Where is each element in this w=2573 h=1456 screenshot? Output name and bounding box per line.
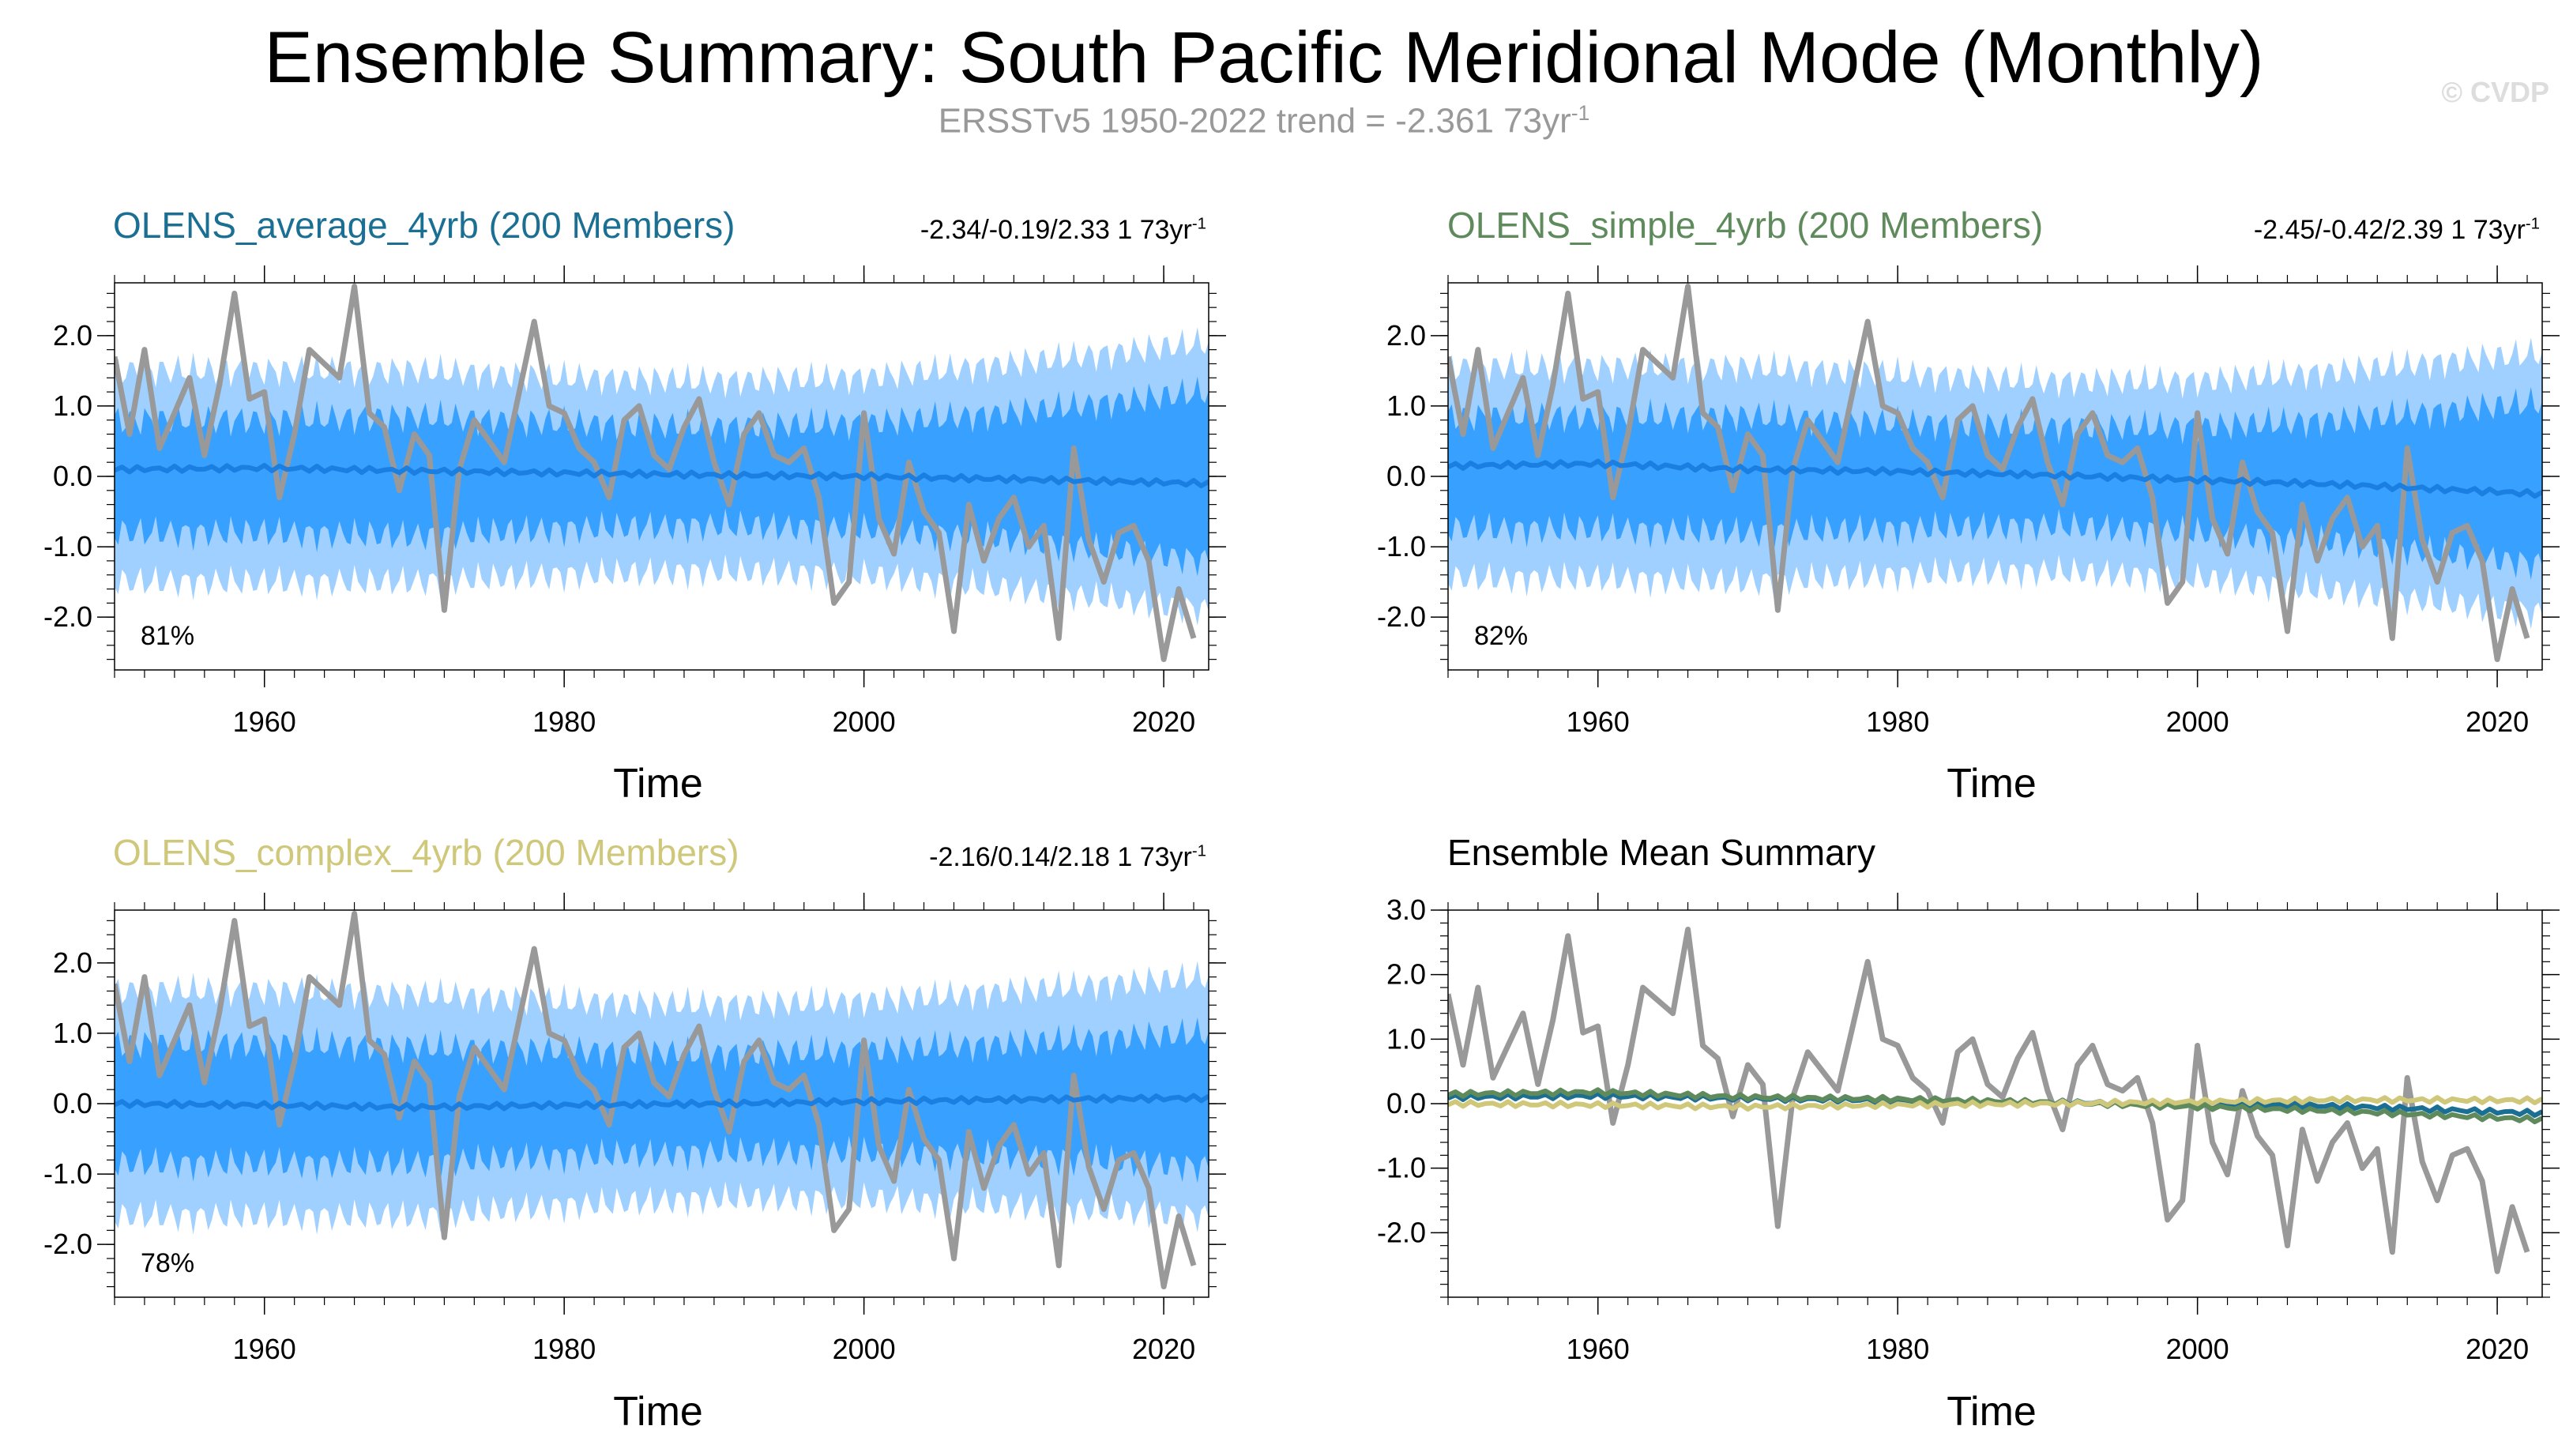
y-tick-label: -2.0 [1377, 1216, 1426, 1248]
x-tick-label: 1980 [1866, 1333, 1929, 1365]
panel-title-complex: OLENS_complex_4yrb (200 Members) [113, 832, 739, 873]
panel-trend-average: -2.34/-0.19/2.33 1 73yr-1 [920, 215, 1206, 246]
y-tick-label: 1.0 [1386, 1022, 1426, 1055]
x-tick-label: 2020 [1132, 705, 1195, 738]
x-tick-label: 1960 [1567, 705, 1630, 738]
y-tick-label: 0.0 [53, 1087, 92, 1119]
ensemble-mean-line-average [115, 463, 1209, 489]
x-axis-label-summary: Time [1947, 1389, 2037, 1435]
x-tick-label: 2000 [833, 1333, 896, 1365]
x-tick-label: 2000 [2166, 705, 2229, 738]
y-tick-label: 1.0 [1386, 389, 1426, 422]
trend-sup-complex: -1 [1191, 842, 1206, 860]
y-tick-label: -2.0 [43, 600, 92, 633]
figure-title: Ensemble Summary: South Pacific Meridion… [264, 17, 2264, 98]
trend-main-simple: -2.45/-0.42/2.39 1 73yr [2253, 215, 2526, 245]
y-tick-label: 0.0 [1386, 460, 1426, 492]
plot-area-summary [1448, 927, 2542, 1274]
figure-subtitle: ERSSTv5 1950-2022 trend = -2.361 73yr-1 [0, 101, 2528, 141]
observed-line-average [115, 284, 1197, 663]
x-tick-label: 1960 [1567, 1333, 1630, 1365]
x-tick-label: 1960 [233, 1333, 296, 1365]
plot-area-simple [1448, 284, 2542, 663]
observed-line-complex [115, 911, 1197, 1290]
x-tick-label: 2000 [833, 705, 896, 738]
ensemble-mean-line-simple [1448, 1087, 2542, 1125]
y-tick-label: 2.0 [53, 946, 92, 979]
x-tick-label: 2020 [1132, 1333, 1195, 1365]
x-tick-label: 1980 [532, 705, 596, 738]
y-tick-label: 1.0 [53, 389, 92, 422]
y-tick-label: -1.0 [43, 1157, 92, 1190]
plot-area-complex [115, 911, 1209, 1290]
y-tick-label: 0.0 [1386, 1087, 1426, 1119]
y-tick-label: -2.0 [43, 1228, 92, 1260]
y-tick-label: -1.0 [1377, 1152, 1426, 1184]
trend-main-average: -2.34/-0.19/2.33 1 73yr [920, 215, 1192, 245]
x-tick-label: 1980 [1866, 705, 1929, 738]
x-axis-label-simple: Time [1947, 761, 2037, 807]
panel-title-average: OLENS_average_4yrb (200 Members) [113, 205, 735, 246]
x-axis-label-average: Time [613, 761, 703, 807]
observed-line-summary [1448, 927, 2530, 1274]
percent-label-complex: 78% [141, 1248, 195, 1278]
y-tick-label: 2.0 [53, 319, 92, 352]
percent-label-simple: 82% [1474, 621, 1529, 651]
panel-trend-complex: -2.16/0.14/2.18 1 73yr-1 [929, 842, 1206, 873]
percent-label-average: 81% [141, 621, 195, 651]
ensemble-mean-line-simple [1448, 458, 2542, 499]
trend-sup-simple: -1 [2525, 215, 2540, 233]
panel-title-simple: OLENS_simple_4yrb (200 Members) [1447, 205, 2044, 246]
trend-sup-average: -1 [1191, 215, 1206, 233]
panel-trend-simple: -2.45/-0.42/2.39 1 73yr-1 [2254, 215, 2540, 246]
panel-title-summary: Ensemble Mean Summary [1447, 832, 1875, 873]
y-tick-label: 1.0 [53, 1017, 92, 1049]
x-tick-label: 1980 [532, 1333, 596, 1365]
y-tick-label: 2.0 [1386, 958, 1426, 991]
subtitle-text: ERSSTv5 1950-2022 trend = -2.361 73yr [938, 101, 1571, 141]
y-tick-label: 3.0 [1386, 894, 1426, 926]
x-tick-label: 1960 [233, 705, 296, 738]
y-tick-label: -1.0 [43, 530, 92, 562]
ensemble-mean-line-complex [1448, 1094, 2542, 1112]
x-tick-label: 2020 [2466, 1333, 2529, 1365]
y-tick-label: -1.0 [1377, 530, 1426, 562]
x-tick-label: 2000 [2166, 1333, 2229, 1365]
y-tick-label: 2.0 [1386, 319, 1426, 352]
trend-main-complex: -2.16/0.14/2.18 1 73yr [929, 842, 1192, 872]
ensemble-mean-line-complex [115, 1093, 1209, 1112]
cvdp-watermark: © CVDP [2441, 76, 2549, 108]
observed-line-simple [1448, 284, 2530, 663]
spread-band-inner-complex [115, 1017, 1209, 1183]
plot-area-average [115, 284, 1209, 663]
x-tick-label: 2020 [2466, 705, 2529, 738]
y-tick-label: -2.0 [1377, 600, 1426, 633]
x-axis-label-complex: Time [613, 1389, 703, 1435]
subtitle-superscript: -1 [1571, 101, 1590, 125]
y-tick-label: 0.0 [53, 460, 92, 492]
